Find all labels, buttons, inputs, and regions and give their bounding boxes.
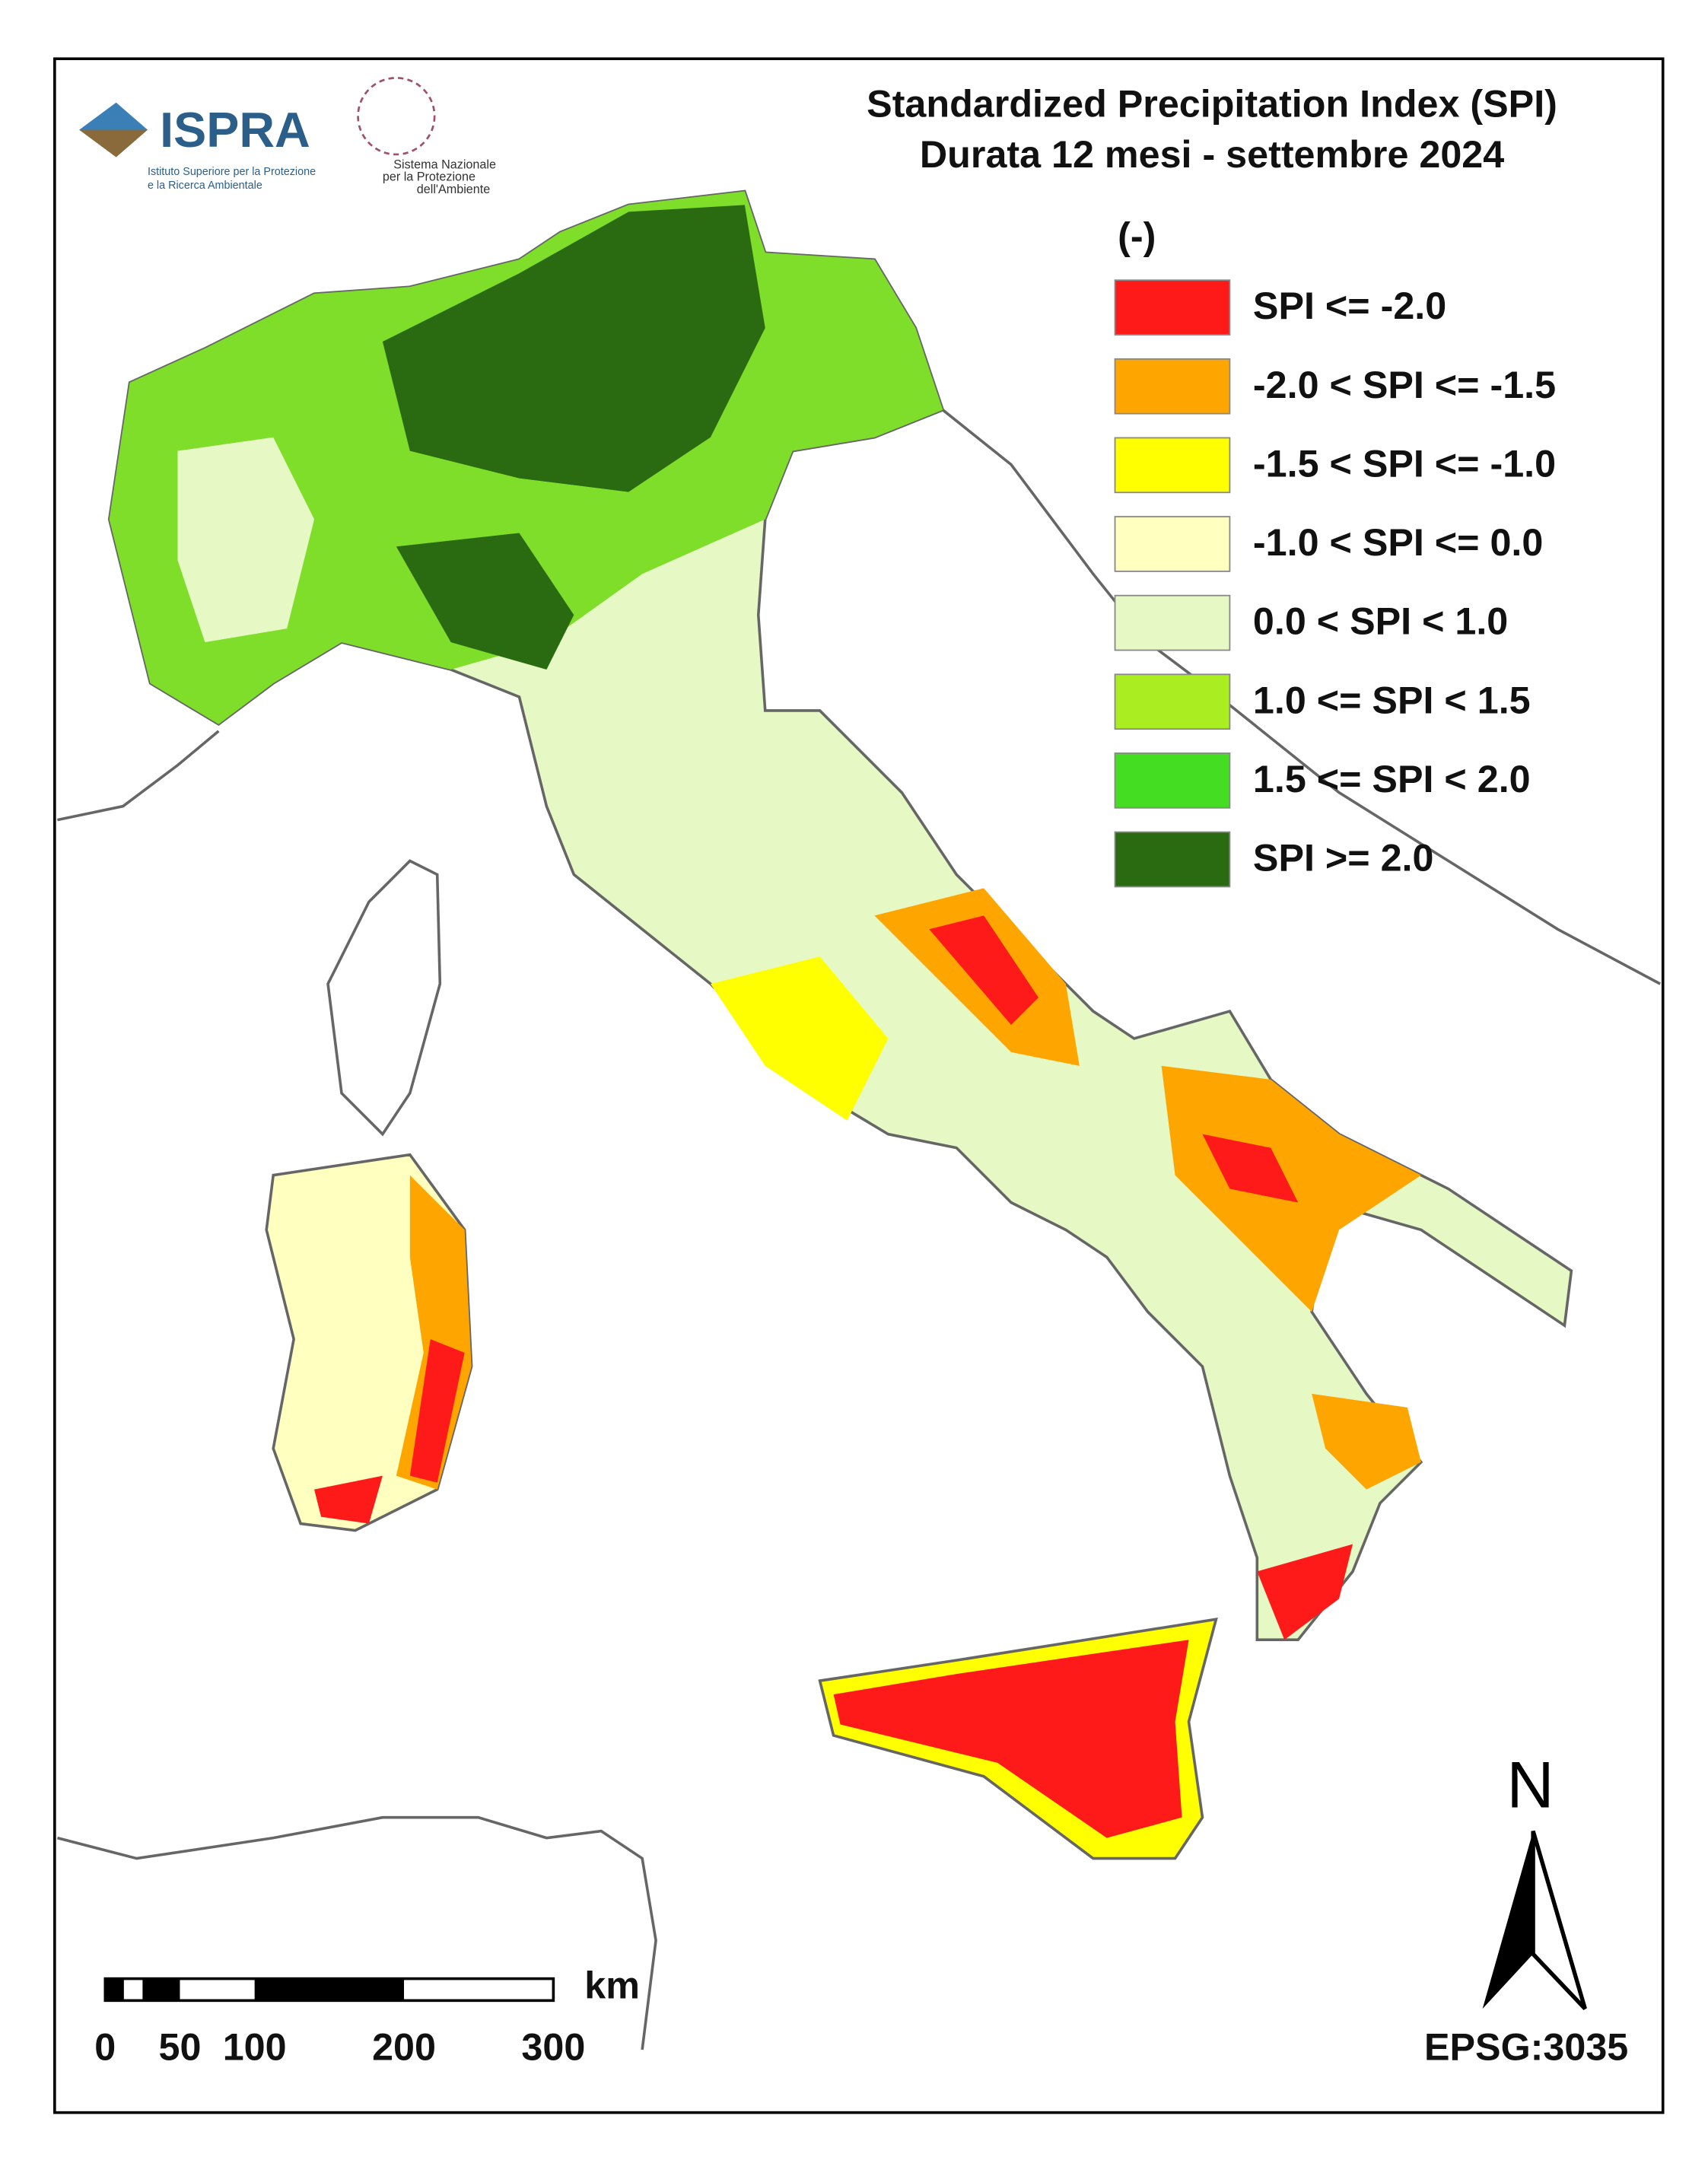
legend-swatch	[1114, 594, 1231, 651]
logo-subtitle: e la Ricerca Ambientale	[148, 180, 262, 192]
scale-bar: 0 50 100 200 300 km	[94, 1963, 640, 2068]
logo-subtitle: per la Protezione	[383, 170, 476, 184]
sardinia	[265, 1153, 473, 1532]
legend-swatch	[1114, 516, 1231, 572]
scale-segment	[142, 1978, 180, 2001]
logo-subtitle: Istituto Superiore per la Protezione	[148, 166, 316, 178]
scale-label: 50	[159, 2025, 202, 2068]
legend-unit: (-)	[1118, 215, 1156, 258]
projection: EPSG:3035	[1424, 2025, 1628, 2068]
legend-label: 0.0 < SPI < 1.0	[1253, 600, 1508, 643]
legend-swatch	[1114, 752, 1231, 809]
legend-label: -1.5 < SPI <= -1.0	[1253, 441, 1556, 485]
ispra-logo: ISPRA Istituto Superiore per la Protezio…	[79, 102, 316, 192]
legend-label: SPI <= -2.0	[1253, 284, 1446, 327]
legend-swatch	[1114, 831, 1231, 888]
scale-label: 0	[94, 2025, 116, 2068]
north-label: N	[1506, 1749, 1554, 1822]
sicily	[818, 1618, 1218, 1860]
legend-swatch	[1114, 673, 1231, 730]
italy-mainland	[107, 189, 1573, 1642]
legend-swatch	[1114, 358, 1231, 415]
legend-label: -2.0 < SPI <= -1.5	[1253, 363, 1556, 406]
legend-swatch	[1114, 279, 1231, 336]
scale-label: 300	[521, 2025, 585, 2068]
title: Durata 12 mesi - settembre 2024	[920, 132, 1504, 176]
scale-label: 100	[223, 2025, 287, 2068]
scale-segment	[105, 1978, 124, 2001]
legend-swatch	[1114, 437, 1231, 494]
title: Standardized Precipitation Index (SPI)	[867, 81, 1557, 125]
legend-label: SPI >= 2.0	[1253, 836, 1434, 880]
snpa-logo: Sistema Nazionale per la Protezione dell…	[357, 77, 496, 196]
north-arrow: N	[1482, 1749, 1587, 2010]
logo-subtitle: Sistema Nazionale	[393, 158, 496, 172]
legend-label: -1.0 < SPI <= 0.0	[1253, 520, 1543, 564]
legend-label: 1.5 <= SPI < 2.0	[1253, 757, 1531, 800]
scale-segment	[254, 1978, 405, 2001]
scale-unit: km	[584, 1963, 640, 2006]
logo-text: ISPRA	[160, 102, 310, 157]
legend-label: 1.0 <= SPI < 1.5	[1253, 678, 1531, 721]
scale-label: 200	[372, 2025, 436, 2068]
logo-subtitle: dell'Ambiente	[417, 183, 491, 196]
legend: SPI <= -2.0 -2.0 < SPI <= -1.5 -1.5 < SPI …	[1114, 279, 1556, 888]
